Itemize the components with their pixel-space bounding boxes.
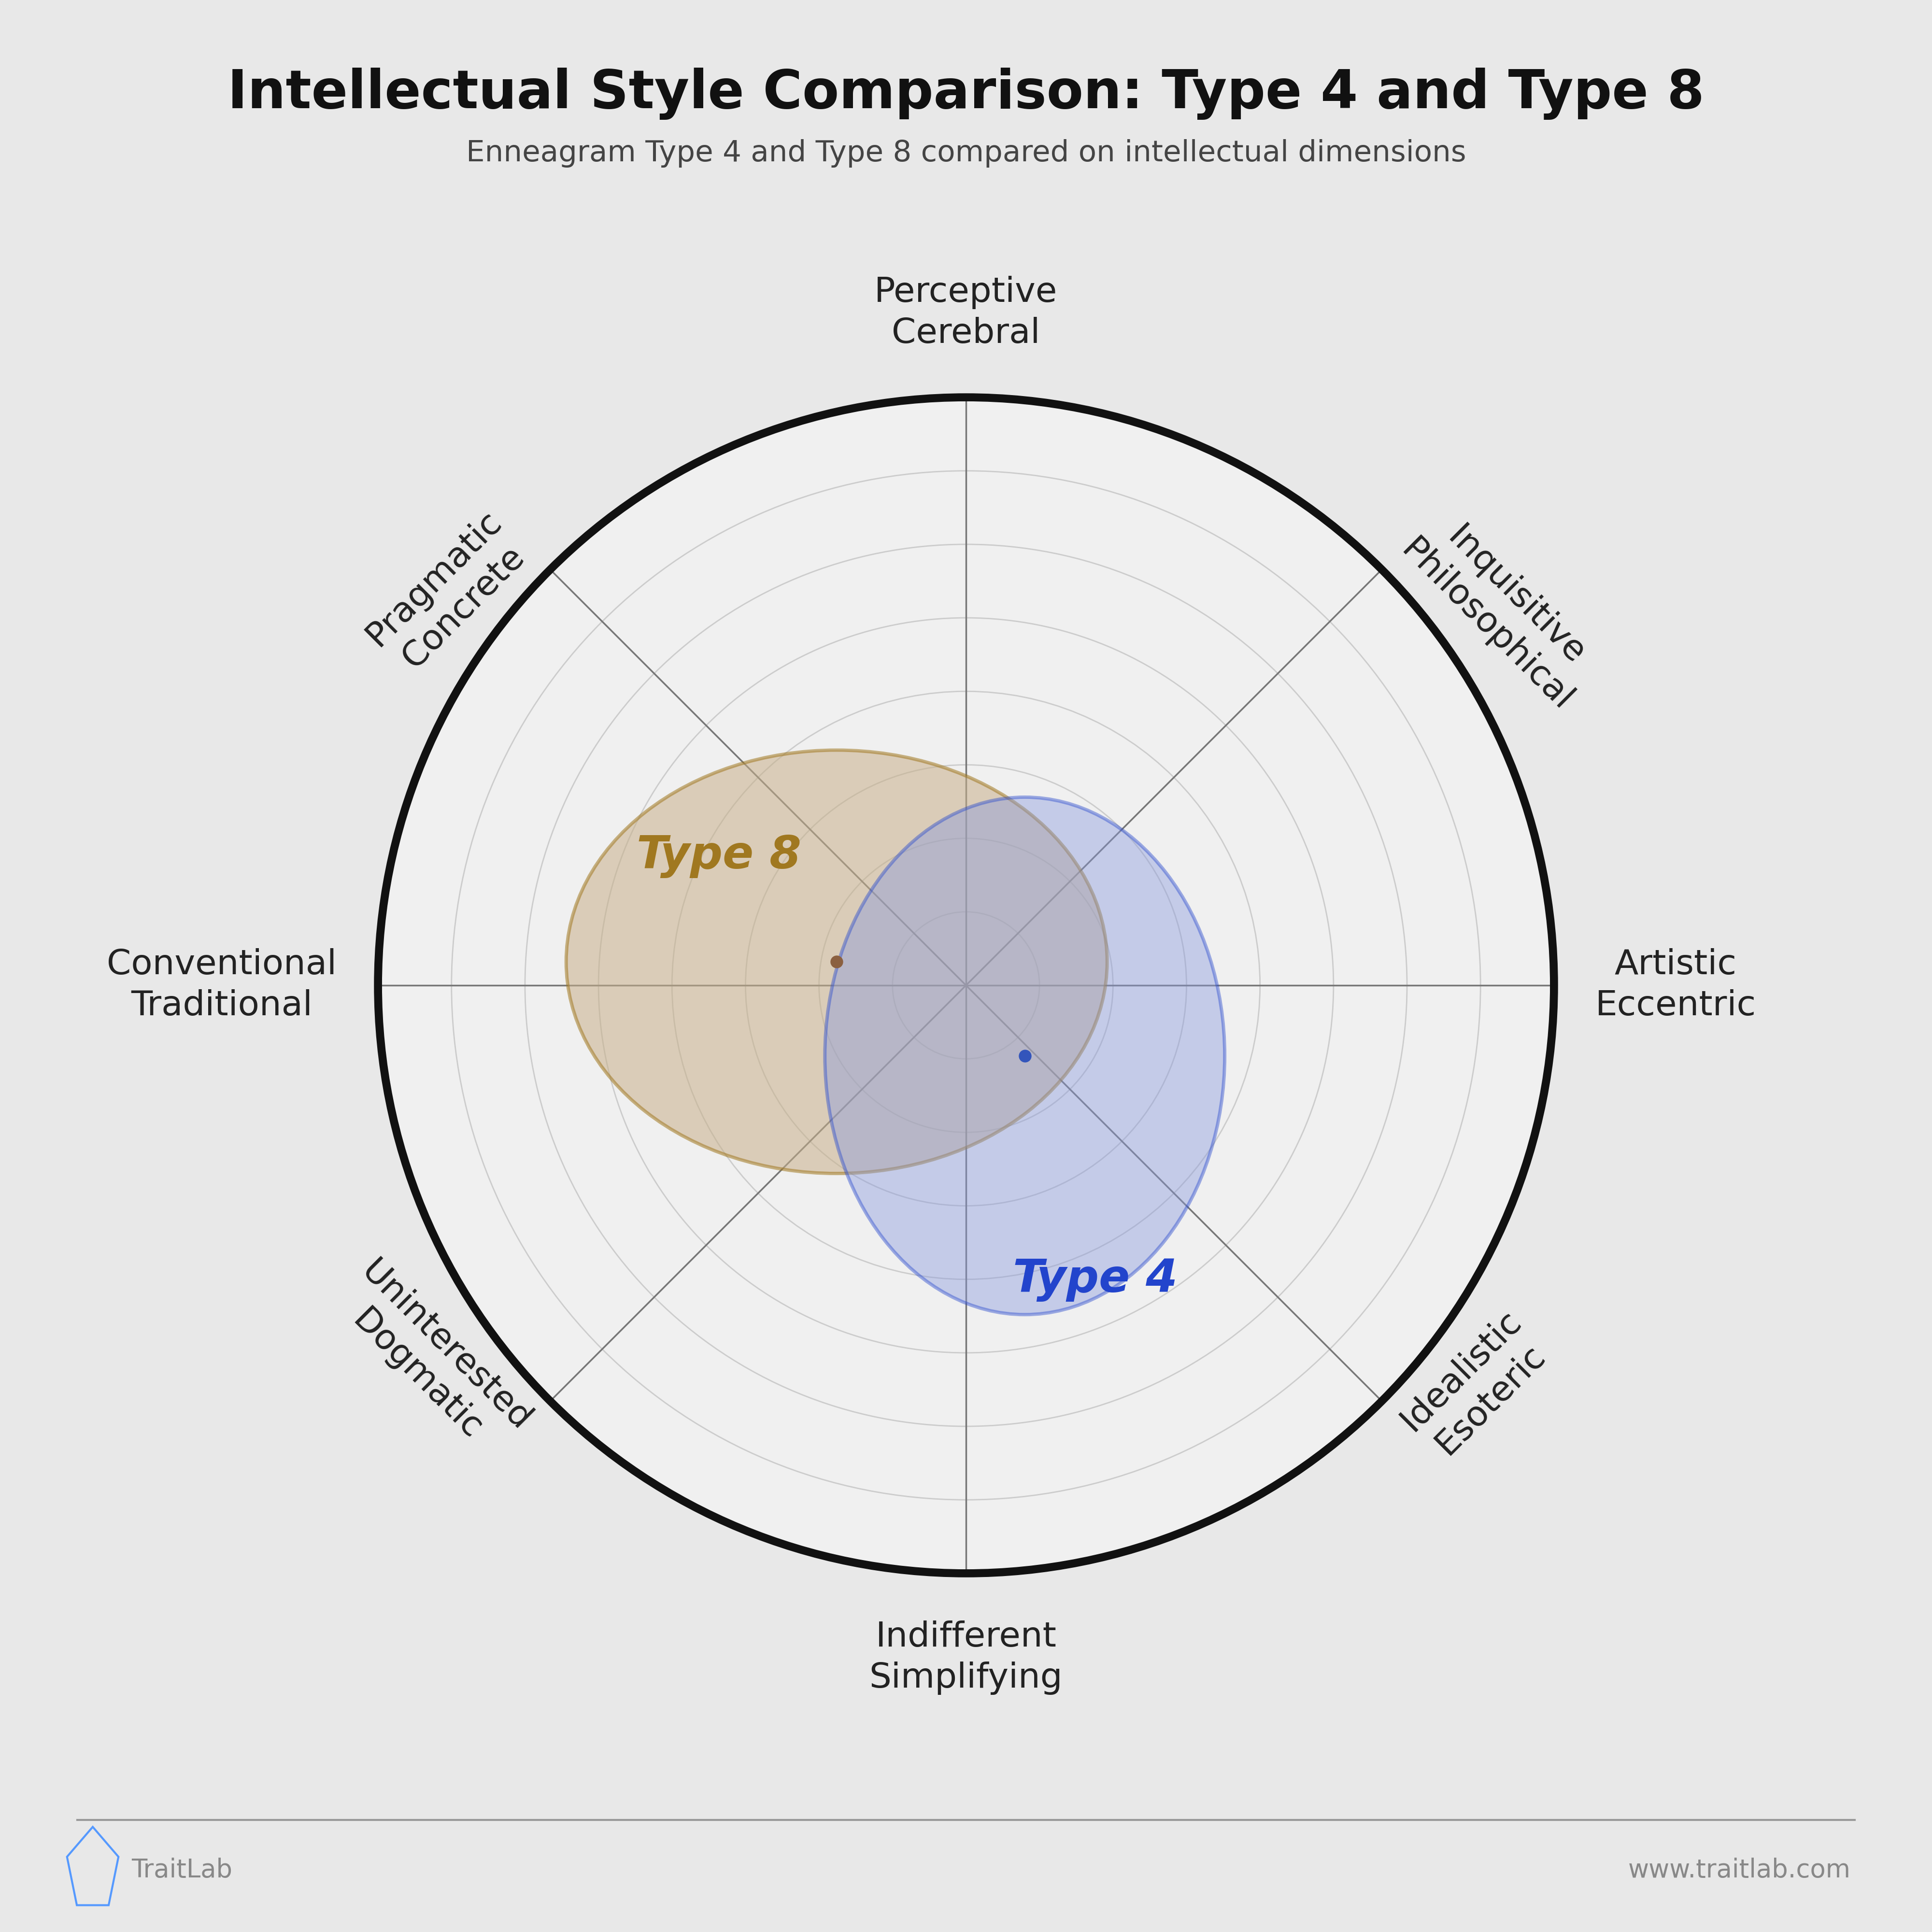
Text: TraitLab: TraitLab: [131, 1859, 232, 1882]
Text: Inquisitive
Philosophical: Inquisitive Philosophical: [1395, 504, 1607, 717]
Text: Perceptive
Cerebral: Perceptive Cerebral: [875, 276, 1057, 350]
Text: Enneagram Type 4 and Type 8 compared on intellectual dimensions: Enneagram Type 4 and Type 8 compared on …: [466, 139, 1466, 168]
Text: Pragmatic
Concrete: Pragmatic Concrete: [359, 504, 537, 682]
Text: Intellectual Style Comparison: Type 4 and Type 8: Intellectual Style Comparison: Type 4 an…: [228, 68, 1704, 120]
Text: Type 8: Type 8: [638, 835, 802, 879]
Text: Indifferent
Simplifying: Indifferent Simplifying: [869, 1621, 1063, 1694]
Ellipse shape: [825, 798, 1225, 1314]
Text: www.traitlab.com: www.traitlab.com: [1629, 1859, 1851, 1882]
Text: Artistic
Eccentric: Artistic Eccentric: [1596, 949, 1756, 1022]
Ellipse shape: [566, 750, 1107, 1173]
Text: Uninterested
Dogmatic: Uninterested Dogmatic: [327, 1254, 537, 1466]
Text: Type 4: Type 4: [1012, 1258, 1179, 1302]
Text: Conventional
Traditional: Conventional Traditional: [106, 949, 336, 1022]
Text: Idealistic
Esoteric: Idealistic Esoteric: [1395, 1304, 1557, 1466]
Circle shape: [379, 398, 1553, 1573]
